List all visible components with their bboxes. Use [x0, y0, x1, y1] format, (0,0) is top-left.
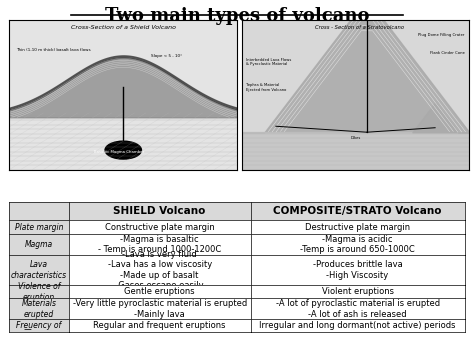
Text: Plug Dome Filling Crater: Plug Dome Filling Crater: [419, 33, 465, 37]
Text: Fre͟uency of: Fre͟uency of: [17, 321, 62, 330]
Text: Dikes: Dikes: [351, 136, 361, 140]
Ellipse shape: [105, 141, 141, 159]
Text: -A lot of pyroclastic material is erupted
-A lot of ash is released: -A lot of pyroclastic material is erupte…: [275, 299, 440, 319]
Text: -Produces brittle lava
-High Viscosity: -Produces brittle lava -High Viscosity: [313, 260, 402, 280]
Text: -Magma is acidic
-Temp is around 650-1000C: -Magma is acidic -Temp is around 650-100…: [300, 235, 415, 254]
Text: Flank Cinder Cone: Flank Cinder Cone: [430, 51, 465, 55]
Text: Tephra & Material
Ejected from Volcano: Tephra & Material Ejected from Volcano: [246, 83, 287, 92]
Text: COMPOSITE/STRATO Volcano: COMPOSITE/STRATO Volcano: [273, 206, 442, 216]
Text: Cross-Section of a Shield Volcano: Cross-Section of a Shield Volcano: [71, 25, 176, 30]
Text: Slope < 5 - 10°: Slope < 5 - 10°: [151, 54, 182, 58]
Text: -Magma is basaltic
- Temp is around 1000-1200C: -Magma is basaltic - Temp is around 1000…: [98, 235, 221, 254]
Text: -Lava is very fluid
-Lava has a low viscosity
-Made up of basalt
-Gases escape e: -Lava is very fluid -Lava has a low visc…: [108, 250, 212, 290]
Text: Cross - Section of a Stratovolcano: Cross - Section of a Stratovolcano: [316, 25, 405, 30]
Text: Lava
characteristics: Lava characteristics: [11, 260, 67, 280]
Text: Basaltic Magma Chamber: Basaltic Magma Chamber: [93, 149, 144, 154]
Text: Materials
erupted: Materials erupted: [21, 299, 56, 319]
Text: Constructive plate margin: Constructive plate margin: [105, 223, 215, 232]
Text: Gentle eruptions: Gentle eruptions: [124, 287, 195, 296]
Text: Violent eruptions: Violent eruptions: [321, 287, 393, 296]
Text: Irregular and long dormant(not active) periods: Irregular and long dormant(not active) p…: [259, 321, 456, 330]
Text: Thin (1-10 m thick) basalt lava flows: Thin (1-10 m thick) basalt lava flows: [16, 48, 91, 52]
Text: Two main types of volcano: Two main types of volcano: [105, 7, 369, 25]
Text: -Very little pyroclastic material is erupted
-Mainly lava: -Very little pyroclastic material is eru…: [73, 299, 247, 319]
Text: Plate margin: Plate margin: [15, 223, 64, 232]
Text: Magma: Magma: [25, 240, 53, 249]
Text: Interbedded Lava Flows
& Pyroclastic Material: Interbedded Lava Flows & Pyroclastic Mat…: [246, 58, 292, 66]
Text: Destructive plate margin: Destructive plate margin: [305, 223, 410, 232]
Text: Violence of
eruption: Violence of eruption: [18, 282, 60, 302]
Text: SHIELD Volcano: SHIELD Volcano: [113, 206, 206, 216]
Text: Regular and frequent eruptions: Regular and frequent eruptions: [93, 321, 226, 330]
